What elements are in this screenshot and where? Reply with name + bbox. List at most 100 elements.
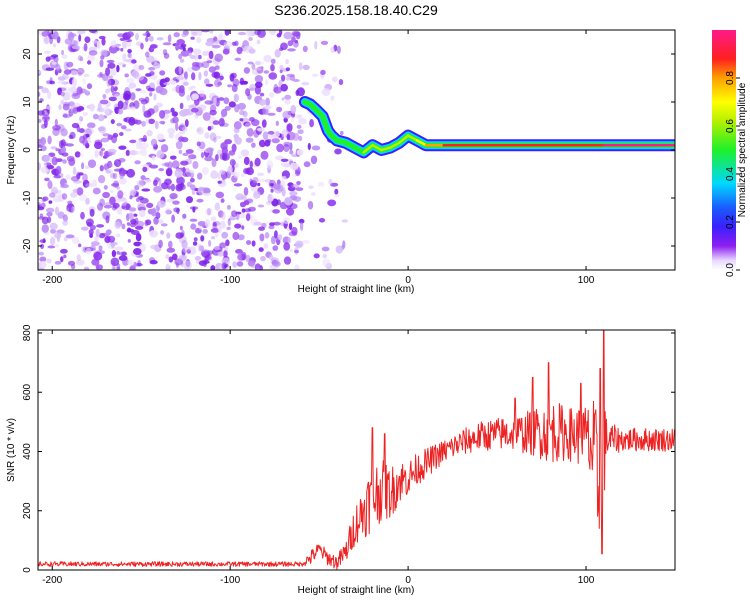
noise-blob — [149, 92, 153, 97]
noise-blob — [65, 234, 75, 239]
noise-blob — [213, 71, 221, 79]
noise-blob — [39, 213, 44, 218]
noise-blob — [202, 166, 209, 175]
noise-blob — [285, 59, 289, 65]
noise-blob — [131, 59, 137, 64]
x-tick-label: -100 — [220, 575, 240, 586]
noise-blob — [335, 245, 343, 254]
noise-blob — [65, 143, 75, 147]
noise-blob — [208, 50, 214, 60]
noise-blob — [268, 225, 275, 230]
noise-blob — [264, 139, 271, 147]
noise-blob — [105, 215, 110, 224]
noise-blob — [258, 226, 265, 231]
noise-blob — [219, 242, 227, 249]
noise-blob — [290, 116, 295, 123]
noise-blob — [212, 39, 221, 44]
noise-blob — [206, 256, 213, 261]
noise-blob — [303, 161, 311, 168]
noise-blob — [267, 193, 274, 202]
y-tick-label: 20 — [22, 48, 33, 60]
noise-blob — [55, 243, 60, 248]
noise-blob — [117, 108, 124, 115]
noise-blob — [134, 184, 140, 191]
noise-blob — [240, 149, 250, 157]
signal-track-layer — [298, 96, 675, 159]
noise-blob — [158, 168, 164, 172]
noise-blob — [327, 199, 337, 207]
noise-blob — [266, 160, 274, 170]
noise-blob — [53, 43, 56, 48]
noise-blob — [43, 161, 47, 170]
noise-blob — [218, 97, 225, 101]
noise-blob — [289, 203, 298, 210]
noise-blob — [283, 141, 291, 147]
noise-blob — [41, 216, 49, 225]
noise-blob — [284, 197, 293, 206]
noise-blob — [88, 50, 98, 56]
noise-blob — [82, 173, 88, 183]
noise-blob — [133, 63, 139, 73]
noise-blob — [171, 86, 180, 93]
noise-blob — [298, 118, 307, 125]
noise-blob — [79, 116, 84, 122]
noise-blob — [298, 62, 303, 71]
noise-blob — [62, 159, 67, 164]
noise-blob — [194, 256, 202, 261]
noise-blob — [197, 54, 202, 60]
signal-track-core — [314, 107, 324, 118]
noise-blob — [135, 233, 142, 242]
noise-blob — [40, 145, 47, 152]
noise-blob — [55, 165, 62, 175]
noise-blob — [153, 216, 159, 225]
noise-blob — [94, 149, 99, 158]
y-tick-label: 400 — [22, 443, 33, 460]
noise-blob — [139, 197, 149, 204]
noise-blob — [209, 30, 214, 34]
noise-blob — [154, 120, 159, 130]
noise-blob — [150, 244, 158, 250]
noise-blob — [90, 245, 96, 251]
spectrogram-y-axis-label: Frequency (Hz) — [6, 116, 17, 185]
noise-blob — [61, 152, 69, 157]
noise-blob — [83, 266, 90, 270]
noise-blob — [170, 155, 177, 160]
noise-blob — [292, 79, 300, 82]
noise-blob — [109, 189, 114, 193]
noise-blob — [71, 78, 77, 88]
noise-blob — [153, 105, 159, 113]
noise-blob — [223, 41, 233, 48]
noise-blob — [85, 183, 93, 188]
noise-blob — [245, 88, 251, 97]
noise-blob — [153, 186, 163, 193]
noise-blob — [213, 36, 218, 42]
noise-blob — [213, 136, 217, 143]
noise-blob — [239, 118, 244, 122]
noise-blob — [106, 78, 112, 87]
noise-blob — [178, 88, 185, 97]
noise-blob — [137, 206, 147, 212]
noise-blob — [165, 254, 170, 259]
noise-blob — [252, 191, 261, 199]
noise-blob — [204, 219, 211, 228]
noise-blob — [240, 195, 245, 200]
noise-blob — [249, 83, 257, 91]
spectrogram-x-ticks: -200 -100 0 100 — [42, 30, 595, 286]
signal-track-core — [406, 134, 419, 142]
noise-blob — [288, 222, 293, 230]
noise-blob — [142, 134, 148, 143]
noise-blob — [238, 154, 243, 160]
noise-blob — [241, 208, 246, 213]
noise-blob — [204, 132, 210, 139]
noise-blob — [289, 150, 294, 155]
noise-blob — [220, 198, 225, 203]
noise-blob — [129, 189, 137, 196]
noise-blob — [190, 30, 199, 37]
noise-blob — [51, 156, 58, 166]
noise-blob — [79, 56, 84, 62]
noise-blob — [79, 193, 88, 202]
noise-blob — [276, 143, 284, 153]
noise-blob — [243, 156, 250, 166]
noise-blob — [340, 130, 344, 136]
noise-blob — [309, 119, 314, 128]
